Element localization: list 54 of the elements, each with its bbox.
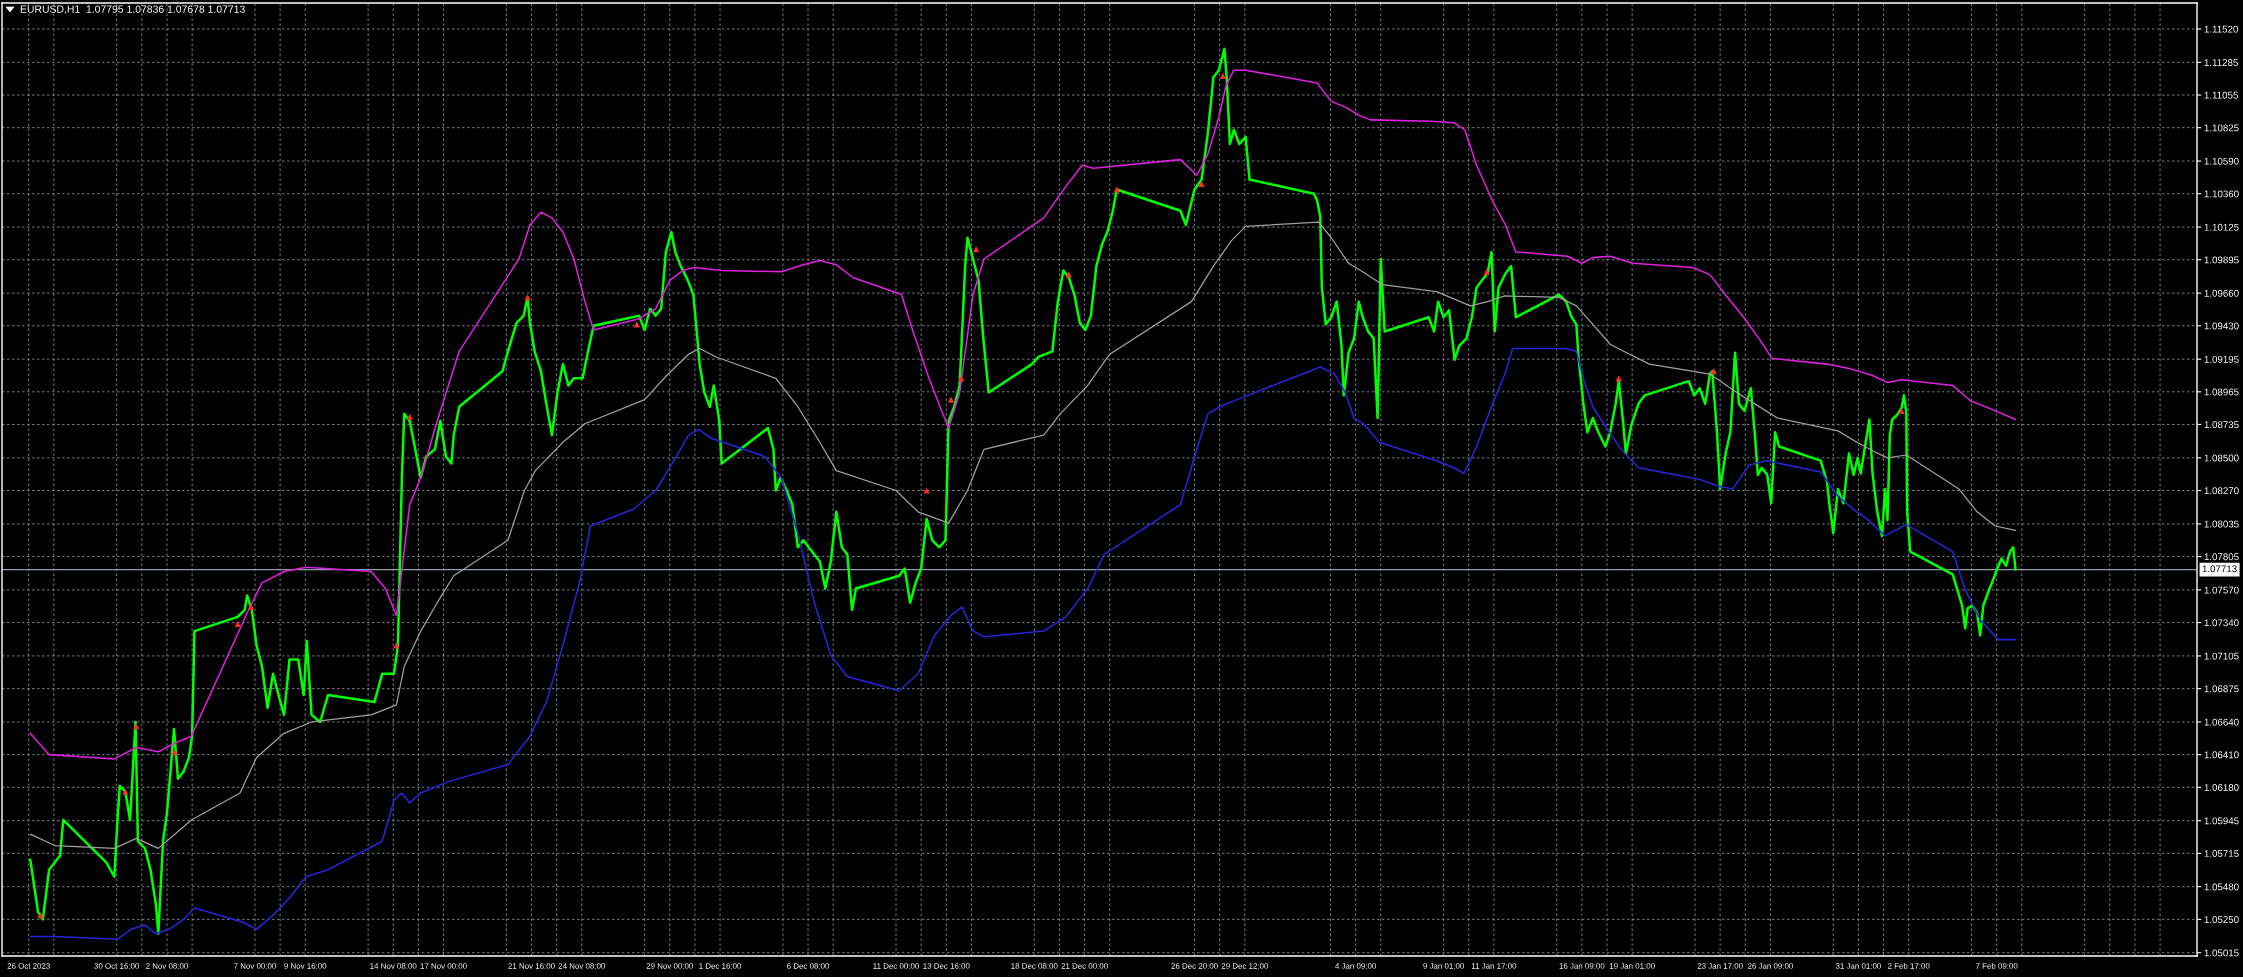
y-tick-label: 1.07340 [2204, 619, 2239, 627]
point [1113, 186, 1120, 193]
y-tick-label: 1.11055 [2204, 91, 2238, 99]
point [1898, 407, 1905, 415]
y-tick-label: 1.08500 [2204, 454, 2239, 462]
line-series [29, 47, 2017, 935]
y-tick-label: 1.11520 [2204, 25, 2238, 33]
y-tick-label: 1.09660 [2204, 289, 2239, 297]
y-tick-label: 1.07805 [2204, 553, 2239, 561]
line-series [29, 69, 2017, 760]
point [247, 603, 255, 611]
y-tick-label: 1.08270 [2204, 487, 2239, 495]
point [1710, 368, 1717, 375]
y-tick-label: 1.06640 [2204, 718, 2239, 726]
point [1219, 72, 1226, 79]
point [947, 396, 955, 403]
y-tick-label: 1.05015 [2204, 949, 2239, 957]
y-tick-label: 1.10825 [2204, 124, 2239, 132]
y-tick-label: 1.10360 [2204, 190, 2239, 198]
y-tick-label: 1.08965 [2204, 388, 2239, 396]
chart-title: EURUSD,H1 1.07795 1.07836 1.07678 1.07713 [20, 5, 245, 15]
point [1483, 268, 1490, 275]
y-tick-label: 1.05250 [2204, 916, 2239, 923]
point [171, 748, 178, 755]
y-tick-label: 1.05715 [2204, 850, 2239, 857]
y-tick-label: 1.09895 [2204, 256, 2239, 264]
y-tick-label: 1.07105 [2204, 652, 2239, 660]
line-series [29, 347, 2017, 941]
y-tick-label: 1.09195 [2204, 355, 2239, 363]
point [406, 413, 413, 420]
y-tick-label: 1.08735 [2204, 421, 2239, 429]
point [234, 620, 241, 628]
point [1065, 271, 1072, 278]
point [973, 245, 980, 253]
point [923, 487, 930, 494]
y-tick-label: 1.08035 [2204, 520, 2239, 528]
point [393, 642, 400, 649]
ref-line-label: 1.07713 [2202, 565, 2237, 573]
line-series [29, 221, 2017, 849]
y-tick-label: 1.05480 [2204, 883, 2239, 891]
point [1198, 180, 1205, 187]
y-tick-label: 1.10125 [2204, 223, 2239, 231]
y-tick-label: 1.09430 [2204, 322, 2239, 330]
y-tick-label: 1.11285 [2204, 59, 2238, 66]
y-tick-label: 1.06410 [2204, 751, 2239, 759]
y-tick-label: 1.05945 [2204, 817, 2239, 825]
y-tick-label: 1.06875 [2204, 685, 2239, 693]
point [133, 723, 140, 730]
point [524, 294, 531, 301]
point [37, 912, 44, 919]
y-tick-label: 1.10590 [2204, 157, 2239, 165]
y-tick-label: 1.07570 [2204, 586, 2239, 594]
point [122, 788, 129, 795]
y-tick-label: 1.06180 [2204, 784, 2239, 791]
